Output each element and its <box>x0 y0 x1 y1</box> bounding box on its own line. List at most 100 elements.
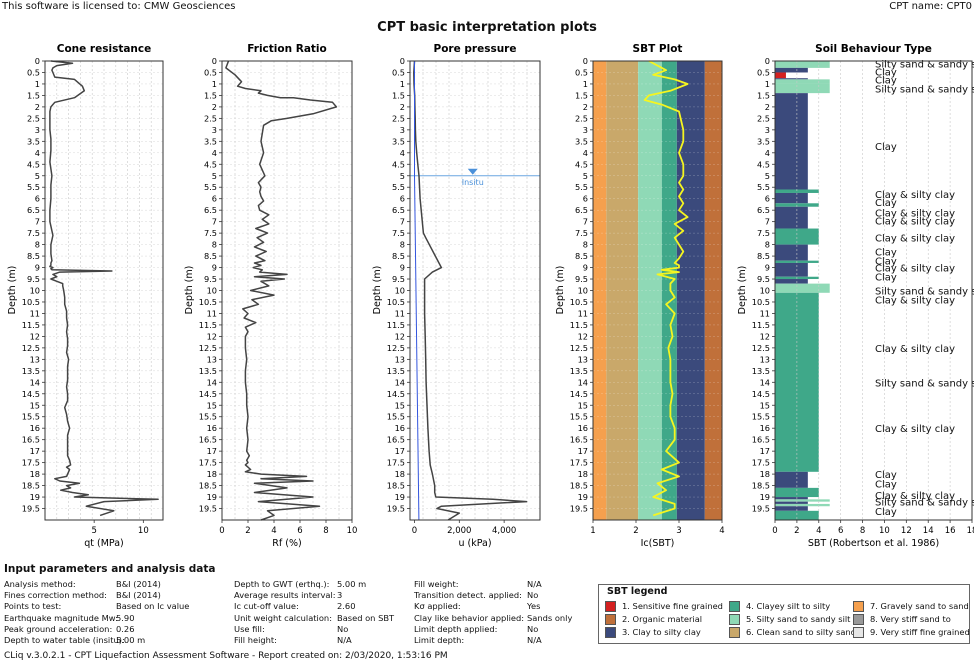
y-tick-label: 2 <box>400 102 405 112</box>
x-tick-label: 5 <box>91 526 96 536</box>
y-tick-label: 2.5 <box>757 113 770 123</box>
param-value: 5.90 <box>116 612 135 623</box>
y-tick-label: 17 <box>30 446 40 456</box>
legend-label: 9. Very stiff fine grained <box>870 627 970 637</box>
x-tick-label: 0 <box>772 526 777 536</box>
y-tick-label: 19.5 <box>570 504 588 514</box>
y-tick-label: 17.5 <box>22 458 40 468</box>
y-tick-label: 15 <box>395 400 405 410</box>
param-label: Fill weight: <box>414 579 459 589</box>
panel-sbt: SBT Plot00.511.522.533.544.555.566.577.5… <box>555 43 725 549</box>
y-tick-label: 2.5 <box>27 113 40 123</box>
x-tick-label: 4 <box>719 526 724 536</box>
y-tick-label: 9 <box>212 263 217 273</box>
sbt-layer <box>775 79 830 84</box>
y-tick-label: 15.5 <box>387 412 405 422</box>
y-tick-label: 0 <box>212 56 217 66</box>
y-tick-label: 14.5 <box>570 389 588 399</box>
y-tick-label: 3.5 <box>204 136 217 146</box>
y-tick-label: 6.5 <box>204 205 217 215</box>
y-tick-label: 9.5 <box>757 274 770 284</box>
legend-item: 7. Gravely sand to sand <box>853 601 969 612</box>
x-tick-label: 12 <box>901 526 912 536</box>
x-tick-label: 16 <box>945 526 956 536</box>
y-tick-label: 5.5 <box>757 182 770 192</box>
sbt-label: Clay <box>875 257 897 268</box>
y-tick-label: 2.5 <box>575 113 588 123</box>
y-tick-label: 11.5 <box>570 320 588 330</box>
y-tick-label: 6.5 <box>27 205 40 215</box>
x-tick-label: 18 <box>967 526 974 536</box>
y-tick-label: 13.5 <box>570 366 588 376</box>
y-tick-label: 11 <box>395 308 405 318</box>
legend-label: 6. Clean sand to silty sand <box>746 627 856 637</box>
param-value: Based on Ic value <box>116 601 190 612</box>
y-axis-label: Depth (m) <box>737 266 748 315</box>
param-label: Average results interval: <box>234 590 336 601</box>
y-tick-label: 13 <box>578 354 588 364</box>
y-tick-label: 6.5 <box>392 205 405 215</box>
sbt-layer <box>775 283 830 293</box>
param-label: Kσ applied: <box>414 601 461 612</box>
sbt-label: Silty sand & sandy silt <box>875 287 974 298</box>
param-label: Limit depth applied: <box>414 623 498 634</box>
y-tick-label: 4.5 <box>204 159 217 169</box>
legend-label: 8. Very stiff sand to <box>870 614 951 624</box>
y-tick-label: 13 <box>207 354 217 364</box>
legend-swatch <box>605 614 616 625</box>
y-tick-label: 1 <box>765 79 770 89</box>
y-tick-label: 17.5 <box>387 458 405 468</box>
param-label: Points to test: <box>4 601 62 612</box>
y-tick-label: 2 <box>583 102 588 112</box>
sbt-zone <box>676 61 705 520</box>
sbt-label: Silty sand & sandy silt <box>875 498 974 509</box>
legend-label: 5. Silty sand to sandy silt <box>746 614 851 624</box>
y-tick-label: 17 <box>760 446 770 456</box>
footer-text: CLiq v.3.0.2.1 - CPT Liquefaction Assess… <box>4 651 448 661</box>
y-tick-label: 19 <box>760 492 770 502</box>
y-tick-label: 7 <box>400 217 405 227</box>
legend-item: 9. Very stiff fine grained <box>853 627 970 638</box>
y-tick-label: 14 <box>395 377 405 387</box>
legend-item: 3. Clay to silty clay <box>605 627 701 638</box>
panel-title: Friction Ratio <box>247 43 326 55</box>
panel-title: Soil Behaviour Type <box>815 43 932 55</box>
y-tick-label: 3.5 <box>757 136 770 146</box>
y-tick-label: 11.5 <box>22 320 40 330</box>
y-tick-label: 7.5 <box>27 228 40 238</box>
sbt-label: Clay <box>875 479 897 490</box>
legend-item: 4. Clayey silt to silty <box>729 601 830 612</box>
panel-title: Pore pressure <box>434 43 517 55</box>
legend-swatch <box>605 627 616 638</box>
sbt-layer <box>775 61 830 68</box>
legend-item: 8. Very stiff sand to <box>853 614 951 625</box>
y-tick-label: 5 <box>212 171 217 181</box>
y-tick-label: 12.5 <box>752 343 770 353</box>
legend-item: 5. Silty sand to sandy silt <box>729 614 850 625</box>
y-tick-label: 12 <box>207 331 217 341</box>
y-tick-label: 2.5 <box>204 113 217 123</box>
y-tick-label: 5.5 <box>27 182 40 192</box>
param-label: Earthquake magnitude Mw: <box>4 612 118 623</box>
y-tick-label: 13.5 <box>22 366 40 376</box>
y-tick-label: 8 <box>765 240 770 250</box>
y-tick-label: 13.5 <box>752 366 770 376</box>
y-tick-label: 8.5 <box>575 251 588 261</box>
sbt-legend: SBT legend 1. Sensitive fine grained 2. O… <box>598 584 970 644</box>
y-tick-label: 15.5 <box>199 412 217 422</box>
y-tick-label: 11.5 <box>387 320 405 330</box>
y-tick-label: 8.5 <box>392 251 405 261</box>
sbt-label: Clay & silty clay <box>875 296 955 307</box>
x-axis-label: Ic(SBT) <box>641 538 675 549</box>
legend-swatch <box>853 614 864 625</box>
y-tick-label: 3.5 <box>392 136 405 146</box>
y-tick-label: 12 <box>760 331 770 341</box>
sbt-label: Clay <box>875 198 897 209</box>
y-tick-label: 19.5 <box>199 504 217 514</box>
y-tick-label: 19 <box>207 492 217 502</box>
y-tick-label: 0 <box>583 56 588 66</box>
y-tick-label: 14 <box>578 377 588 387</box>
y-tick-label: 7.5 <box>392 228 405 238</box>
y-tick-label: 12.5 <box>199 343 217 353</box>
sbt-zone <box>606 61 639 520</box>
